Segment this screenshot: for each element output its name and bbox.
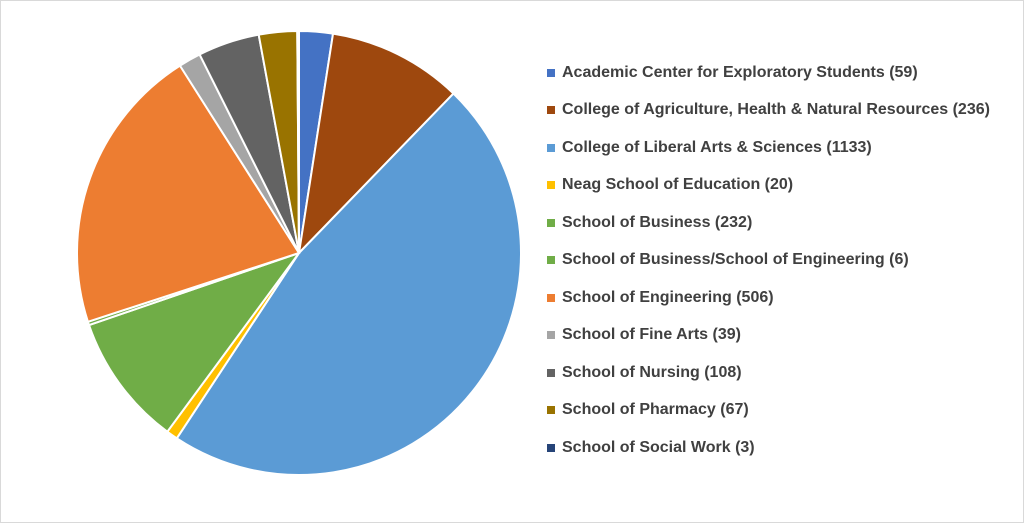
- legend-swatch: [547, 331, 555, 340]
- legend-item: School of Engineering (506): [547, 279, 990, 317]
- legend-label: School of Business (232): [562, 213, 753, 231]
- legend-label: School of Pharmacy (67): [562, 401, 749, 419]
- legend-swatch: [547, 218, 555, 227]
- legend-swatch: [547, 293, 555, 302]
- legend-item: School of Fine Arts (39): [547, 317, 990, 355]
- legend-label: School of Nursing (108): [562, 363, 742, 381]
- legend-item: College of Agriculture, Health & Natural…: [547, 92, 990, 130]
- legend-item: School of Business/School of Engineering…: [547, 242, 990, 280]
- legend-label: Academic Center for Exploratory Students…: [562, 63, 918, 81]
- legend-label: College of Liberal Arts & Sciences (1133…: [562, 138, 872, 156]
- legend-label: School of Social Work (3): [562, 438, 755, 456]
- legend-label: Neag School of Education (20): [562, 176, 794, 194]
- legend-swatch: [547, 406, 555, 415]
- pie-slice-6: [76, 64, 301, 324]
- pie-slice-10: [296, 29, 300, 254]
- legend-swatch: [547, 106, 555, 115]
- pie-slice-2: [175, 92, 522, 476]
- legend-label: School of Engineering (506): [562, 288, 774, 306]
- legend-item: School of Nursing (108): [547, 354, 990, 392]
- legend-label: College of Agriculture, Health & Natural…: [562, 101, 990, 119]
- legend-item: Academic Center for Exploratory Students…: [547, 54, 990, 92]
- legend-swatch: [547, 181, 555, 190]
- legend-item: School of Business (232): [547, 204, 990, 242]
- legend-label: School of Business/School of Engineering…: [562, 251, 909, 269]
- legend-item: Neag School of Education (20): [547, 167, 990, 205]
- legend-label: School of Fine Arts (39): [562, 326, 741, 344]
- legend-item: School of Social Work (3): [547, 429, 990, 467]
- legend-swatch: [547, 443, 555, 452]
- legend-swatch: [547, 68, 555, 77]
- legend: Academic Center for Exploratory Students…: [547, 54, 990, 467]
- pie-slice-4: [87, 251, 302, 434]
- legend-item: College of Liberal Arts & Sciences (1133…: [547, 129, 990, 167]
- pie-slice-1: [297, 32, 455, 256]
- legend-swatch: [547, 143, 555, 152]
- legend-swatch: [547, 368, 555, 377]
- legend-swatch: [547, 256, 555, 265]
- legend-item: School of Pharmacy (67): [547, 392, 990, 430]
